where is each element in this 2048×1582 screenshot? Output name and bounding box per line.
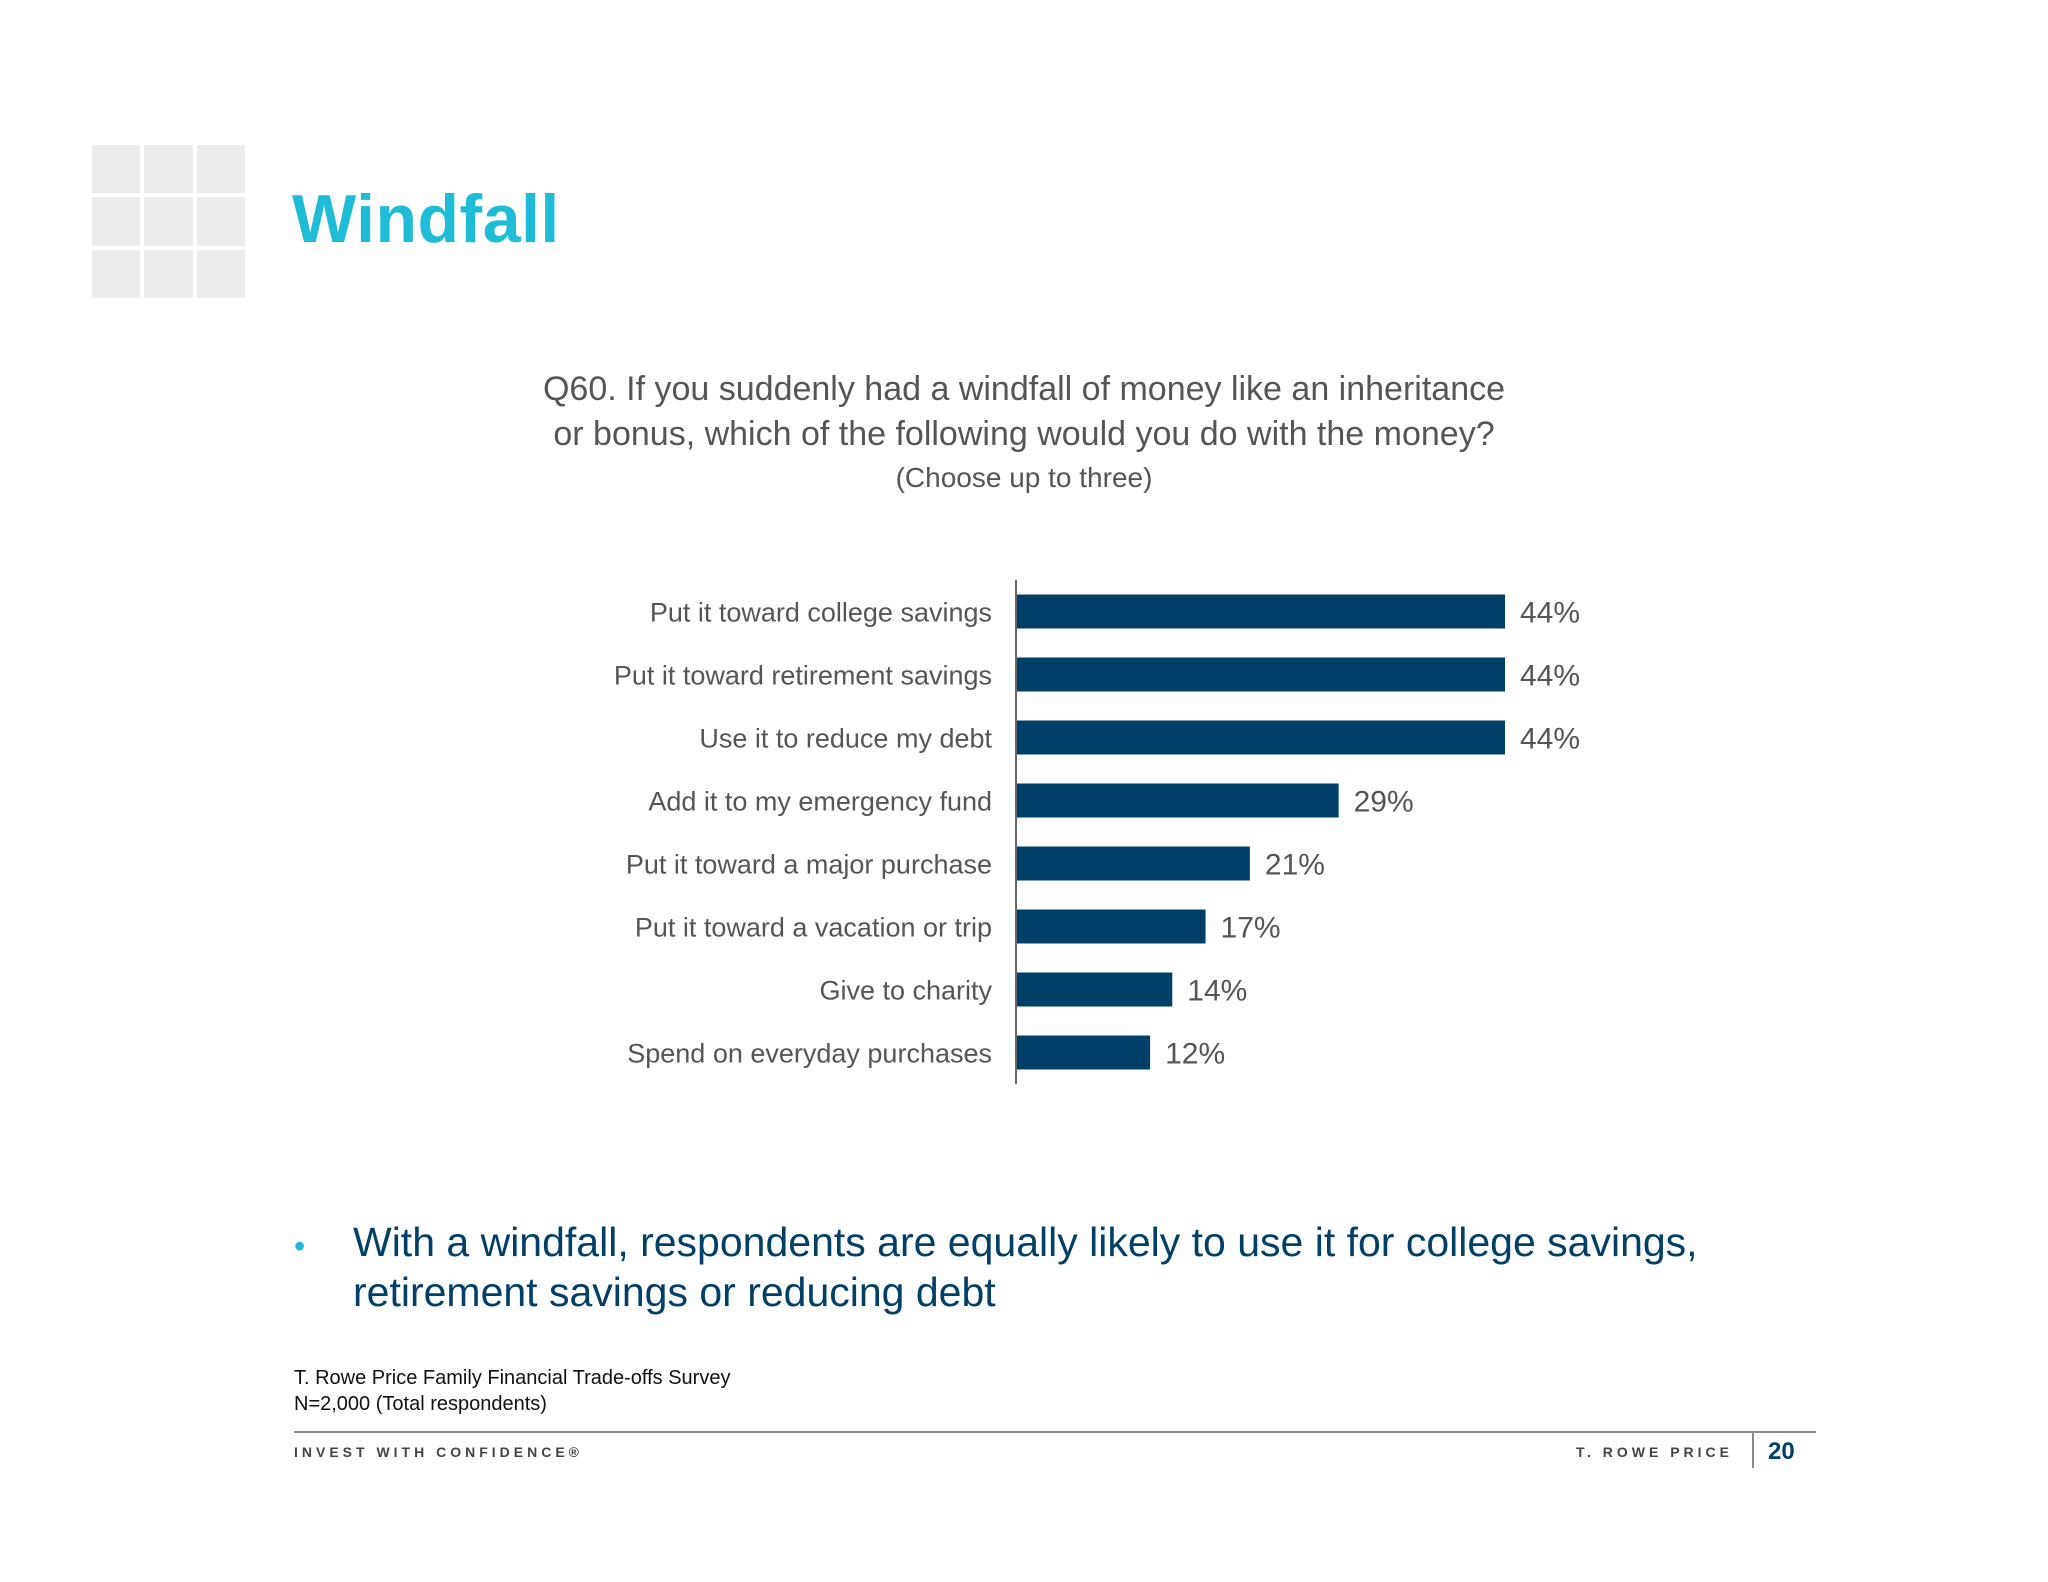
bar (1017, 783, 1339, 818)
data-label: 44% (1520, 597, 1580, 630)
bar (1017, 909, 1206, 944)
bar (1017, 846, 1250, 881)
category-label: Spend on everyday purchases (627, 1039, 992, 1069)
page-title: Windfall (292, 181, 560, 257)
footer-brand: T. ROWE PRICE (1576, 1444, 1734, 1460)
logo-cell (92, 145, 141, 194)
logo-cell (196, 145, 245, 194)
bullet-icon: • (294, 1228, 306, 1264)
footer-divider (294, 1431, 1816, 1433)
category-label: Put it toward retirement savings (614, 661, 992, 691)
data-label: 17% (1221, 912, 1281, 945)
data-label: 29% (1354, 786, 1414, 819)
category-label: Add it to my emergency fund (648, 787, 992, 817)
question-line-2: or bonus, which of the following would y… (553, 415, 1495, 453)
category-label: Use it to reduce my debt (699, 724, 992, 754)
data-label: 14% (1187, 975, 1247, 1008)
logo-cell (196, 197, 245, 246)
takeaway-text: With a windfall, respondents are equally… (353, 1219, 1698, 1315)
data-label: 12% (1165, 1038, 1225, 1071)
data-label: 44% (1520, 723, 1580, 756)
bar (1017, 657, 1505, 692)
category-label: Put it toward college savings (650, 598, 992, 628)
data-label: 21% (1265, 849, 1325, 882)
logo-cell (92, 249, 141, 298)
sample-size-note: N=2,000 (Total respondents) (294, 1393, 547, 1415)
category-label: Put it toward a vacation or trip (635, 913, 992, 943)
data-label: 44% (1520, 660, 1580, 693)
question-line-1: Q60. If you suddenly had a windfall of m… (542, 370, 1506, 408)
page-number-divider (1752, 1432, 1754, 1468)
logo-cell (144, 145, 193, 194)
source-note: T. Rowe Price Family Financial Trade-off… (294, 1367, 731, 1389)
footer-tagline: INVEST WITH CONFIDENCE® (294, 1444, 583, 1460)
category-label: Give to charity (819, 976, 992, 1006)
question-note: (Choose up to three) (895, 462, 1153, 493)
logo-cell (144, 197, 193, 246)
logo-cell (144, 249, 193, 298)
bar (1017, 720, 1505, 755)
bar (1017, 594, 1505, 629)
bar (1017, 972, 1173, 1007)
logo-grid (92, 145, 245, 298)
logo-cell (196, 249, 245, 298)
page-number: 20 (1768, 1438, 1795, 1465)
bar (1017, 1035, 1151, 1070)
category-label: Put it toward a major purchase (626, 850, 992, 880)
logo-cell (92, 197, 141, 246)
